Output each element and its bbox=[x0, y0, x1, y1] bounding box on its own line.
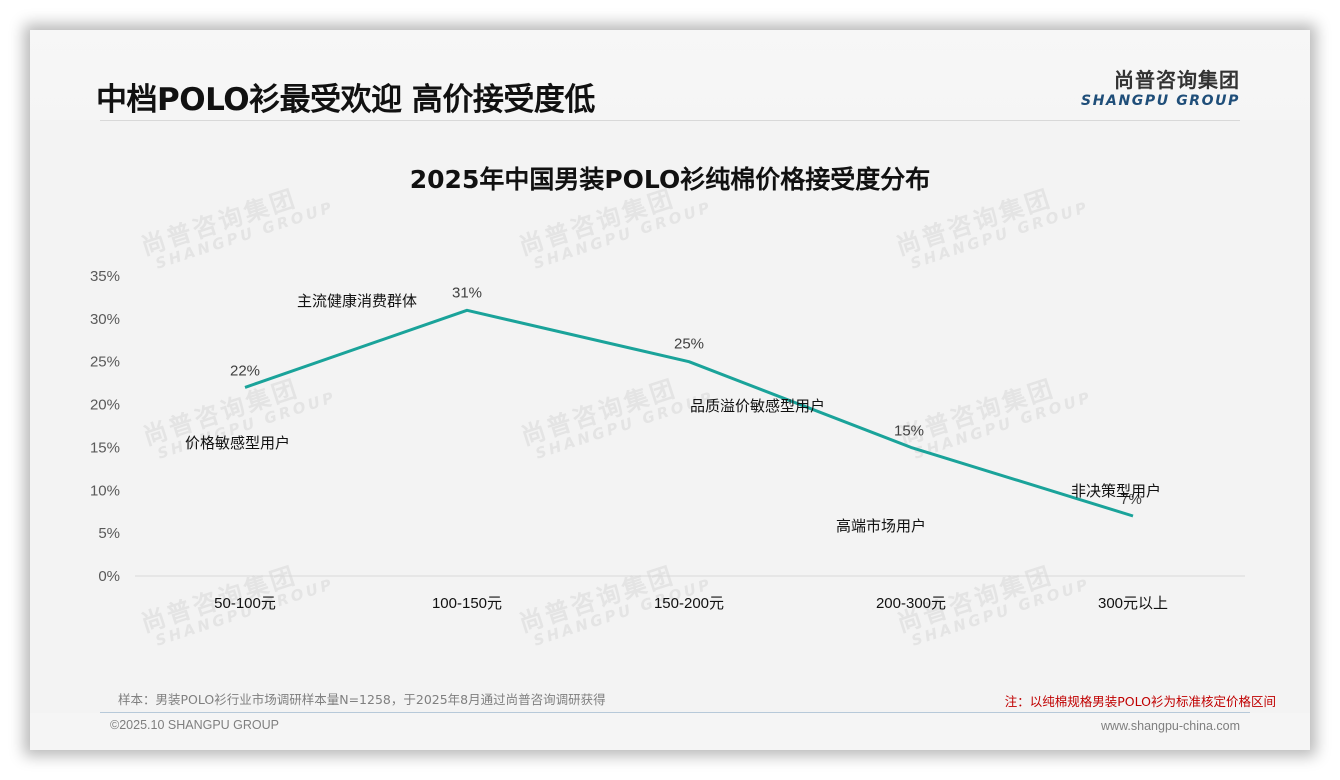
y-tick-label: 35% bbox=[90, 268, 120, 285]
header-divider bbox=[100, 120, 1240, 121]
series-line bbox=[244, 308, 1134, 518]
footer-divider bbox=[100, 712, 1250, 713]
segment-annotation: 品质溢价敏感型用户 bbox=[690, 397, 825, 415]
sample-note: 样本：男装POLO衫行业市场调研样本量N=1258，于2025年8月通过尚普咨询… bbox=[118, 692, 606, 707]
y-tick-label: 15% bbox=[90, 439, 120, 456]
copyright: ©2025.10 SHANGPU GROUP bbox=[110, 718, 279, 732]
y-tick-label: 30% bbox=[90, 311, 120, 328]
segment-annotation: 高端市场用户 bbox=[836, 517, 926, 535]
footer-band bbox=[30, 713, 1310, 750]
data-label: 31% bbox=[452, 284, 482, 301]
x-tick-label: 50-100元 bbox=[214, 595, 276, 612]
x-tick-label: 200-300元 bbox=[876, 595, 946, 612]
y-tick-label: 0% bbox=[98, 568, 120, 585]
data-label: 22% bbox=[230, 362, 260, 379]
logo-chinese: 尚普咨询集团 bbox=[1114, 68, 1240, 92]
methodology-note: 注：以纯棉规格男装POLO衫为标准核定价格区间 bbox=[1004, 694, 1276, 709]
y-tick-label: 25% bbox=[90, 354, 120, 371]
x-tick-label: 150-200元 bbox=[654, 595, 724, 612]
x-tick-label: 300元以上 bbox=[1098, 595, 1168, 612]
x-tick-label: 100-150元 bbox=[432, 595, 502, 612]
header-band bbox=[30, 30, 1310, 120]
data-label: 15% bbox=[894, 422, 924, 439]
chart-title: 2025年中国男装POLO衫纯棉价格接受度分布 bbox=[409, 165, 931, 194]
segment-annotation: 非决策型用户 bbox=[1071, 482, 1161, 500]
company-logo: 尚普咨询集团 SHANGPU GROUP bbox=[1081, 64, 1240, 109]
line-chart: 0% 5% 10% 15% 20% 25% 30% 35% 50-100元 100-150元 15… bbox=[90, 268, 1245, 612]
data-label: 7% bbox=[1120, 491, 1142, 508]
data-label: 25% bbox=[674, 336, 704, 353]
y-tick-label: 5% bbox=[98, 525, 120, 542]
website-link[interactable]: www.shangpu-china.com bbox=[1101, 719, 1240, 733]
page-title: 中档POLO衫最受欢迎 高价接受度低 bbox=[96, 82, 595, 118]
segment-annotation: 价格敏感型用户 bbox=[185, 434, 290, 452]
x-axis: 50-100元 100-150元 150-200元 200-300元 300元以上 bbox=[214, 595, 1168, 612]
segment-annotation: 主流健康消费群体 bbox=[297, 292, 417, 310]
logo-english: SHANGPU GROUP bbox=[1081, 93, 1240, 109]
slide: 中档POLO衫最受欢迎 高价接受度低 尚普咨询集团 SHANGPU GROUP … bbox=[30, 30, 1310, 750]
data-labels: 22% 31% 25% 15% 7% bbox=[230, 284, 1142, 508]
y-axis: 0% 5% 10% 15% 20% 25% 30% 35% bbox=[90, 268, 120, 585]
y-tick-label: 20% bbox=[90, 397, 120, 414]
y-tick-label: 10% bbox=[90, 482, 120, 499]
